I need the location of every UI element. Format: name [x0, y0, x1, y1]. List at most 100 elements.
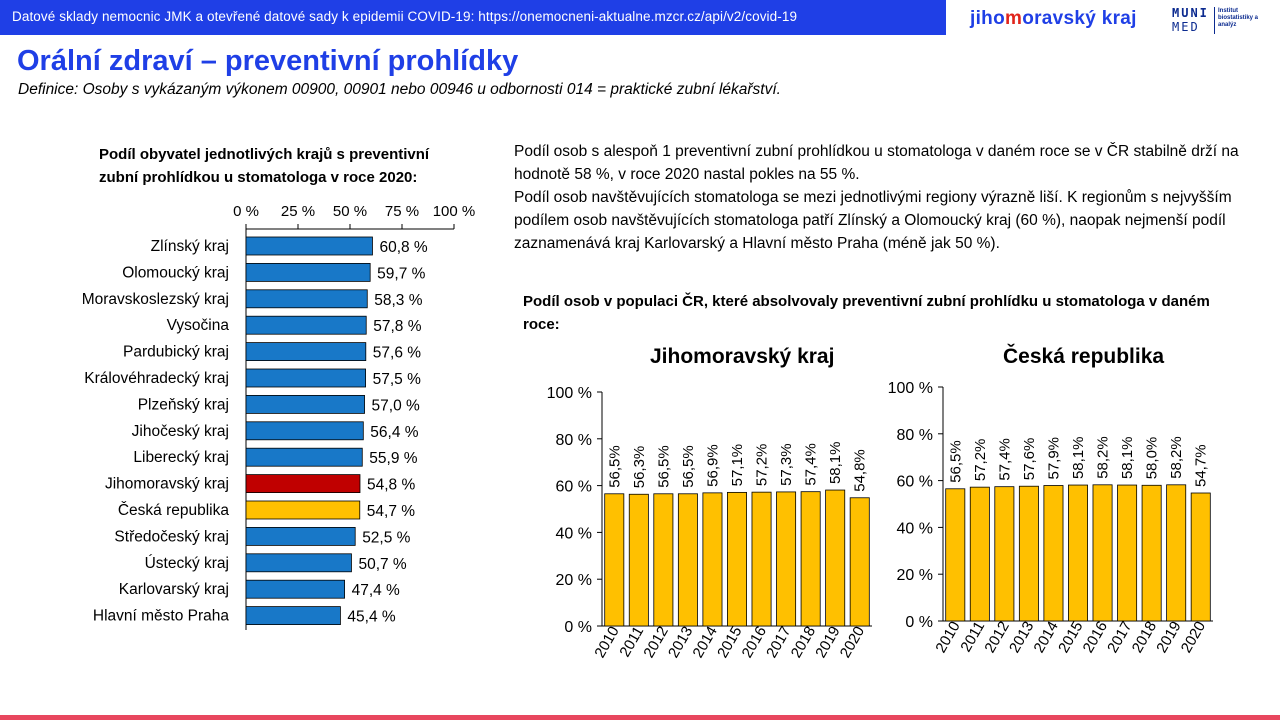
- data-label: 56,5%: [947, 440, 964, 483]
- data-label: 58,2%: [1095, 436, 1112, 479]
- description-paragraph: Podíl osob s alespoň 1 preventivní zubní…: [514, 143, 1239, 183]
- data-label: 52,5 %: [362, 529, 410, 546]
- x-tick-label: 2020: [837, 624, 868, 661]
- bar: [245, 394, 365, 414]
- bar: [727, 491, 747, 627]
- bar: [702, 492, 723, 627]
- data-label: 57,1%: [729, 444, 746, 487]
- bar: [1166, 484, 1187, 622]
- data-label: 58,3 %: [374, 292, 422, 309]
- data-label: 57,8 %: [373, 318, 421, 335]
- cr-chart-title: Česká republika: [1003, 345, 1165, 368]
- description: Podíl osob s alespoň 1 preventivní zubní…: [514, 140, 1254, 255]
- bar: [751, 491, 772, 627]
- category-label: Královéhradecký kraj: [84, 370, 229, 387]
- definition-text: Definice: Osoby s vykázaným výkonem 0090…: [18, 81, 781, 98]
- data-label: 59,7 %: [377, 265, 425, 282]
- data-label: 57,4%: [803, 443, 820, 486]
- bar: [1043, 485, 1064, 622]
- data-label: 57,9%: [1045, 437, 1062, 480]
- y-tick-label: 100 %: [547, 385, 592, 402]
- bar: [245, 474, 361, 494]
- bar: [800, 491, 821, 627]
- data-label: 57,6 %: [373, 345, 421, 362]
- category-label: Plzeňský kraj: [138, 396, 229, 413]
- x-tick-label: 2010: [932, 619, 963, 656]
- logo-divider: [1214, 7, 1215, 34]
- y-tick-label: 20 %: [556, 572, 592, 589]
- category-label: Zlínský kraj: [151, 238, 229, 255]
- x-tick-label: 2017: [763, 624, 794, 661]
- bar: [825, 489, 846, 627]
- bar: [245, 553, 352, 573]
- category-label: Ústecký kraj: [145, 555, 229, 572]
- x-tick-label: 2018: [788, 624, 819, 661]
- category-label: Středočeský kraj: [114, 528, 229, 545]
- data-label: 56,5%: [655, 445, 672, 488]
- data-label: 58,1%: [827, 441, 844, 484]
- category-label: Pardubický kraj: [123, 344, 229, 361]
- category-label: Moravskoslezský kraj: [82, 291, 229, 308]
- data-label: 58,0%: [1144, 437, 1161, 480]
- description-paragraph: Podíl osob navštěvujících stomatologa se…: [514, 189, 1232, 252]
- x-tick-label: 2019: [812, 624, 843, 661]
- bar: [969, 486, 990, 622]
- bar: [1117, 484, 1138, 622]
- data-label: 57,4%: [996, 438, 1013, 481]
- bar: [1141, 484, 1162, 622]
- bar: [245, 527, 356, 546]
- bar: [245, 342, 367, 362]
- x-tick-label: 2015: [1055, 619, 1086, 656]
- bar: [849, 497, 870, 627]
- jmk-logo: jihomoravský kraj: [970, 8, 1137, 30]
- med-logo-text: MED: [1172, 20, 1200, 34]
- page-title: Orální zdraví – preventivní prohlídky: [17, 45, 519, 77]
- bar: [245, 447, 363, 467]
- y-tick-label: 80 %: [556, 432, 592, 449]
- x-tick-label: 2013: [665, 624, 696, 661]
- muni-med-logo: MUNI MED Institut biostatistiky a analýz: [1172, 6, 1267, 36]
- y-tick-label: 60 %: [897, 474, 933, 491]
- data-label: 57,6%: [1021, 438, 1038, 481]
- data-label: 54,8 %: [367, 477, 415, 494]
- category-label: Hlavní město Praha: [93, 608, 229, 625]
- jmk-chart-title: Jihomoravský kraj: [650, 345, 835, 368]
- data-label: 56,5%: [606, 445, 623, 488]
- bar: [945, 488, 966, 622]
- bottom-accent-line: [0, 715, 1280, 720]
- bar: [604, 493, 625, 627]
- x-tick-label: 2012: [640, 624, 671, 661]
- bar: [245, 289, 368, 309]
- bar: [245, 606, 341, 625]
- x-tick-label: 2012: [981, 619, 1012, 656]
- muni-logo-text: MUNI: [1172, 6, 1209, 20]
- bar: [1190, 492, 1211, 622]
- source-banner: Datové sklady nemocnic JMK a otevřené da…: [0, 0, 946, 35]
- bar: [776, 491, 797, 627]
- regions-chart-title: Podíl obyvatel jednotlivých krajů s prev…: [99, 146, 430, 186]
- data-label: 45,4 %: [347, 609, 395, 626]
- y-tick-label: 0 %: [905, 614, 933, 631]
- data-label: 57,5 %: [373, 371, 421, 388]
- jmk-logo-part: oravský kraj: [1022, 8, 1137, 29]
- x-tick-label: 2014: [690, 624, 721, 661]
- y-tick-label: 20 %: [897, 567, 933, 584]
- category-label: Karlovarský kraj: [119, 581, 229, 598]
- bar: [245, 262, 371, 282]
- jmk-logo-accent: m: [1004, 8, 1023, 29]
- data-label: 58,1%: [1070, 436, 1087, 479]
- bar: [677, 493, 698, 627]
- x-tick-label: 2014: [1031, 619, 1062, 656]
- data-label: 50,7 %: [358, 556, 406, 573]
- y-tick-label: 40 %: [897, 520, 933, 537]
- x-tick-label: 2013: [1006, 619, 1037, 656]
- data-label: 57,3%: [778, 443, 795, 486]
- bar: [1018, 485, 1039, 622]
- y-tick-label: 0 %: [564, 619, 592, 636]
- x-tick-label: 2017: [1104, 619, 1135, 656]
- data-label: 57,0 %: [372, 397, 420, 414]
- iba-logo-text: Institut biostatistiky a analýz: [1218, 8, 1259, 28]
- x-tick-label: 75 %: [385, 203, 419, 220]
- x-tick-label: 2020: [1178, 619, 1209, 656]
